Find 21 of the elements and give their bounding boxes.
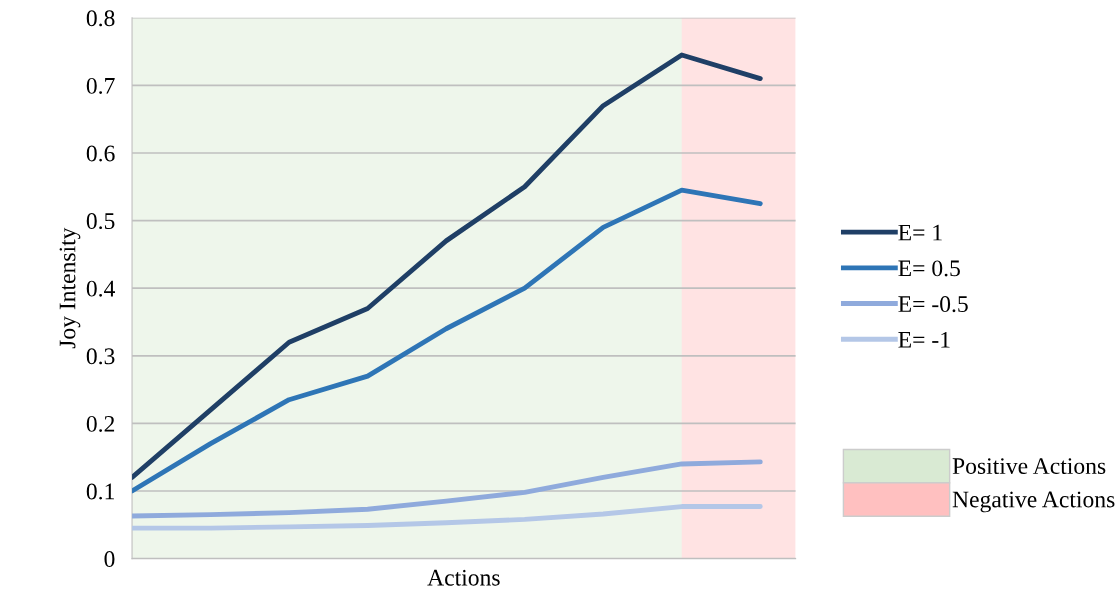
text: Positive Actions <box>952 458 1106 475</box>
legend-label: E= 0.5 <box>898 260 960 277</box>
y-tick-label: 0.1 <box>86 483 114 500</box>
y-tick-label: 0.4 <box>86 280 116 297</box>
y-tick-label: 0.6 <box>86 145 115 162</box>
y-tick-label: 0 <box>104 551 115 568</box>
y-tick-label: 0.3 <box>86 348 115 365</box>
legend-label: E= -0.5 <box>898 296 968 313</box>
legend-label: E= 1 <box>898 224 942 241</box>
line-series <box>132 52 763 480</box>
text: Negative Actions <box>952 491 1115 513</box>
y-tick-label: 0.5 <box>86 213 115 230</box>
y-tick-label: 0.2 <box>86 415 115 432</box>
y-axis-title: Joy Intensity <box>59 227 81 349</box>
x-axis-title: Actions <box>427 569 500 586</box>
y-tick-label: 0.8 <box>86 10 115 27</box>
line-series <box>132 187 763 494</box>
line-series <box>132 504 763 531</box>
line-series <box>132 459 763 519</box>
legend-label: E= -1 <box>898 331 950 348</box>
y-tick-label: 0.7 <box>86 77 115 94</box>
